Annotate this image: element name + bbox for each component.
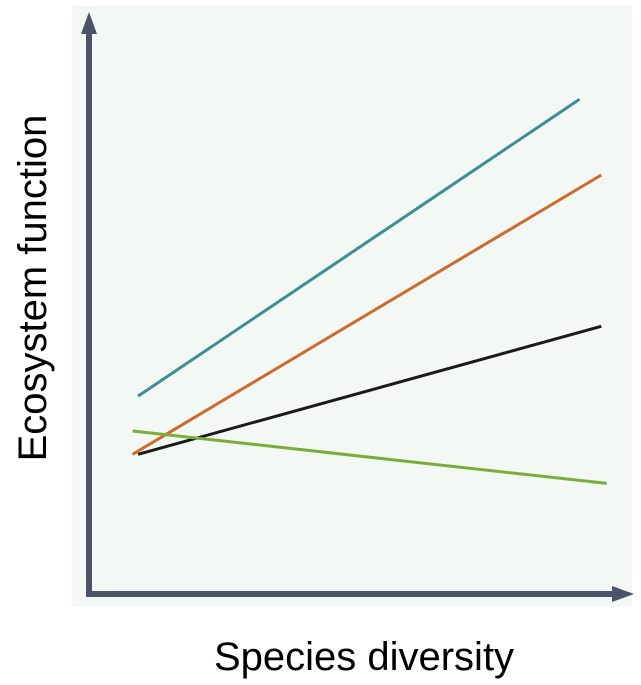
- series-line-3: [137, 324, 602, 456]
- y-axis-title: Ecosystem function: [11, 115, 55, 462]
- plot-background: [72, 6, 632, 606]
- series-line-2: [131, 173, 603, 456]
- y-axis-arrow: [81, 12, 97, 34]
- series-line-4: [132, 429, 607, 485]
- x-axis-arrow: [612, 586, 634, 602]
- series-layer: [131, 98, 607, 485]
- series-line-1: [137, 98, 581, 398]
- x-axis-title: Species diversity: [214, 635, 514, 679]
